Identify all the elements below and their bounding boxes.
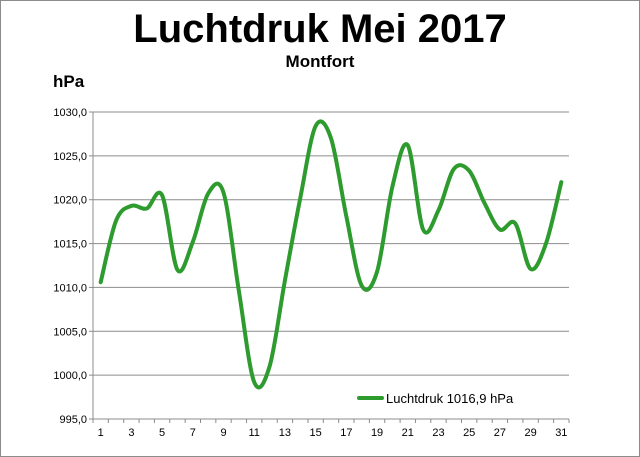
y-tick-label: 1025,0 bbox=[53, 151, 87, 163]
x-tick-label: 3 bbox=[128, 427, 134, 439]
y-tick-label: 1005,0 bbox=[53, 326, 87, 338]
x-tick-label: 29 bbox=[524, 427, 536, 439]
x-tick-label: 27 bbox=[494, 427, 506, 439]
x-tick-label: 9 bbox=[220, 427, 226, 439]
y-tick-label: 1015,0 bbox=[53, 239, 87, 251]
series-line bbox=[98, 119, 564, 390]
x-tick-label: 21 bbox=[402, 427, 414, 439]
y-tick-label: 1000,0 bbox=[53, 370, 87, 382]
x-tick-label: 5 bbox=[159, 427, 165, 439]
legend: Luchtdruk 1016,9 hPa bbox=[357, 391, 514, 406]
chart-subtitle: Montfort bbox=[285, 52, 355, 71]
x-tick-label: 19 bbox=[371, 427, 383, 439]
y-tick-label: 1020,0 bbox=[53, 195, 87, 207]
legend-label: Luchtdruk 1016,9 hPa bbox=[386, 391, 514, 406]
x-tick-label: 31 bbox=[555, 427, 567, 439]
y-axis-label: hPa bbox=[53, 72, 85, 91]
y-tick-label: 1010,0 bbox=[53, 282, 87, 294]
x-tick-label: 17 bbox=[340, 427, 352, 439]
x-tick-label: 11 bbox=[249, 427, 260, 439]
x-tick-label: 23 bbox=[432, 427, 444, 439]
y-tick-label: 1030,0 bbox=[53, 107, 87, 119]
x-tick-label: 15 bbox=[310, 427, 322, 439]
x-tick-label: 25 bbox=[463, 427, 475, 439]
x-tick-label: 13 bbox=[279, 427, 291, 439]
x-tick-label: 1 bbox=[98, 427, 104, 439]
y-tick-label: 995,0 bbox=[59, 414, 87, 426]
chart-title: Luchtdruk Mei 2017 bbox=[133, 7, 507, 51]
x-tick-label: 7 bbox=[190, 427, 196, 439]
